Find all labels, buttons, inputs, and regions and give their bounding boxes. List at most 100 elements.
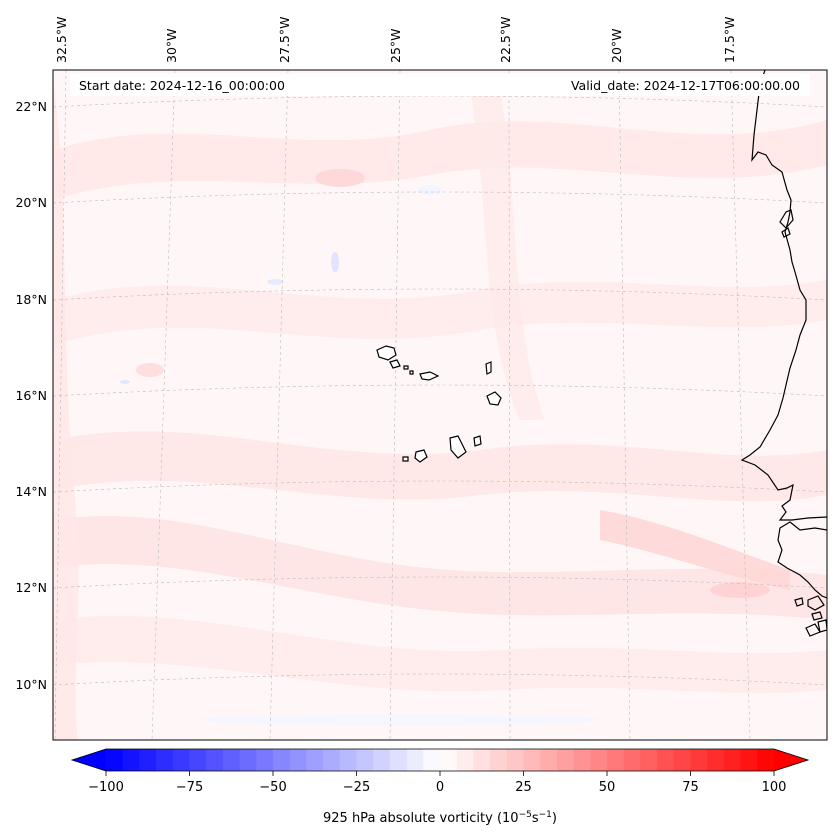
colorbar-cell [523, 749, 541, 771]
colorbar-cell [556, 749, 575, 771]
colorbar-cell [373, 749, 391, 771]
parallel-line [53, 480, 827, 493]
colorbar-cell [423, 749, 441, 771]
colorbar-cell [256, 749, 274, 771]
colorbar-cell [723, 749, 742, 771]
colorbar-cell [389, 749, 408, 771]
start-date-label: Start date: 2024-12-16_00:00:00 [79, 78, 285, 93]
colorbar-cell [607, 749, 625, 771]
colorbar-high-extension [774, 749, 808, 771]
island-outline [807, 595, 825, 611]
parallel-line [53, 95, 827, 108]
colorbar: −100 −75 −50 −25 0 25 50 75 100 925 hPa absolute… [70, 748, 810, 826]
lon-label: 30°W [164, 28, 179, 63]
island-outline [376, 345, 397, 361]
vorticity-field [53, 80, 827, 740]
island-outline [485, 361, 492, 375]
island-outline [781, 227, 791, 238]
lon-label: 25°W [388, 28, 403, 63]
parallel-line [53, 191, 827, 204]
colorbar-cell [690, 749, 708, 771]
parallel-line [53, 576, 827, 589]
colorbar-cells [106, 749, 775, 771]
vorticity-patch [267, 279, 283, 285]
colorbar-cell [289, 749, 307, 771]
map-panel [53, 70, 827, 740]
vorticity-patch [331, 252, 339, 272]
parallel-line [53, 673, 827, 686]
lat-label: 16°N [15, 388, 47, 403]
island-outline [817, 619, 827, 633]
colorbar-cell [156, 749, 174, 771]
lat-label: 12°N [15, 580, 47, 595]
colorbar-cell [673, 749, 692, 771]
island-outline [409, 370, 414, 375]
colorbar-tick-label: 50 [599, 780, 616, 795]
lat-label: 20°N [15, 195, 47, 210]
graticule [53, 70, 827, 740]
meridian-line [730, 70, 751, 740]
meridian-line [54, 70, 67, 740]
lat-label: 10°N [15, 677, 47, 692]
vorticity-band [53, 120, 827, 200]
island-outline [419, 371, 440, 381]
colorbar-cell [306, 749, 324, 771]
colorbar-cell [707, 749, 725, 771]
colorbar-cell [623, 749, 641, 771]
colorbar-cell [440, 749, 458, 771]
colorbar-cell [122, 749, 140, 771]
vorticity-band [53, 280, 827, 345]
colorbar-cell [640, 749, 658, 771]
colorbar-low-extension [72, 749, 106, 771]
colorbar-cell [657, 749, 675, 771]
colorbar-cell [356, 749, 374, 771]
coastlines [740, 70, 827, 637]
island-outline [811, 611, 823, 621]
colorbar-cell [740, 749, 758, 771]
colorbar-tick-label: −25 [343, 780, 370, 795]
meridian-line [508, 70, 511, 740]
colorbar-cell [540, 749, 558, 771]
map-frame [52, 69, 828, 741]
colorbar-label-exp1: −5 [519, 810, 532, 820]
vorticity-patch [710, 582, 770, 598]
vorticity-patch [136, 363, 164, 377]
colorbar-tick-label: −100 [88, 780, 124, 795]
colorbar-label-mid: s [532, 811, 539, 826]
colorbar-cell [239, 749, 257, 771]
island-outline [449, 435, 467, 459]
meridian-line [389, 70, 401, 740]
colorbar-cell [206, 749, 224, 771]
colorbar-cell [172, 749, 191, 771]
colorbar-label-exp2: −1 [539, 810, 552, 820]
lon-label: 27.5°W [277, 17, 292, 63]
lon-label: 20°W [609, 28, 624, 63]
island-outline [486, 391, 502, 406]
lat-label: 22°N [15, 99, 47, 114]
island-outline [402, 456, 409, 462]
colorbar-cell [456, 749, 474, 771]
colorbar-cell [590, 749, 608, 771]
lat-label: 14°N [15, 484, 47, 499]
island-outline [473, 435, 482, 447]
colorbar-cell [106, 749, 124, 771]
island-outline [779, 209, 794, 229]
colorbar-tick-label: 0 [436, 780, 444, 795]
lon-label: 32.5°W [54, 17, 69, 63]
colorbar-tick-label: −50 [259, 780, 286, 795]
island-outline [794, 597, 804, 607]
colorbar-tick-label: 100 [762, 780, 787, 795]
meridian-line [618, 70, 631, 740]
valid-date-label: Valid_date: 2024-12-17T06:00:00.00 [571, 78, 800, 93]
colorbar-cell [339, 749, 358, 771]
colorbar-cell [573, 749, 591, 771]
lon-label: 22.5°W [498, 17, 513, 63]
vorticity-band [53, 615, 827, 694]
colorbar-cell [406, 749, 424, 771]
lat-label: 18°N [15, 292, 47, 307]
meridian-line [269, 70, 289, 740]
colorbar-cell [506, 749, 525, 771]
island-outline [414, 449, 428, 463]
cape-verde-islands [376, 345, 502, 463]
